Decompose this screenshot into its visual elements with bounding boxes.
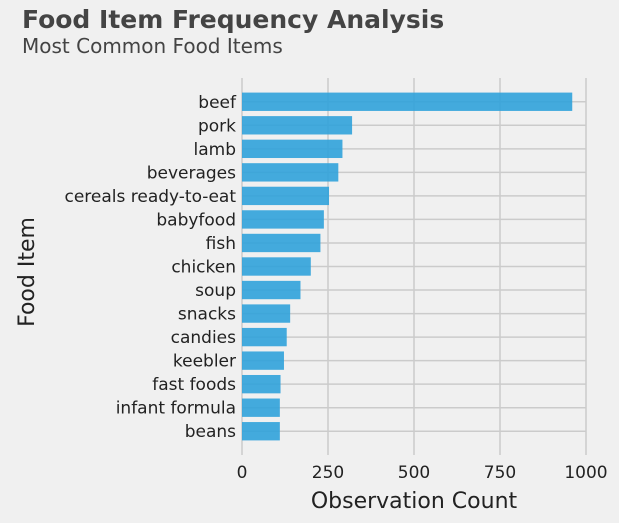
bar-fish: [242, 233, 321, 253]
bar-beef: [242, 92, 573, 111]
bar-fast-foods: [242, 374, 281, 394]
bar-beverages: [242, 163, 339, 182]
bar-soup: [242, 280, 301, 300]
x-tick-label: 250: [312, 463, 344, 483]
bar-keebler: [242, 351, 284, 370]
category-label: fish: [206, 234, 236, 254]
category-labels: beef pork lamb beverages cereals ready-to-ea…: [64, 93, 237, 442]
category-label: fast foods: [152, 375, 236, 395]
category-label: cereals ready-to-eat: [64, 187, 236, 207]
category-label: infant formula: [116, 399, 236, 419]
x-tick-label: 750: [484, 463, 516, 483]
category-label: beverages: [147, 163, 236, 183]
x-tick-label: 0: [237, 463, 248, 483]
x-tick-labels: 0 250 500 750 1000: [237, 463, 608, 483]
x-axis-label: Observation Count: [311, 489, 518, 514]
category-label: chicken: [171, 258, 236, 278]
x-tick-label: 500: [398, 463, 430, 483]
category-label: soup: [195, 281, 236, 301]
bar-babyfood: [242, 210, 324, 229]
bar-infant-formula: [242, 398, 280, 417]
bar-cereals-ready-to-eat: [242, 186, 330, 206]
bar-chicken: [242, 257, 311, 276]
category-label: beans: [185, 422, 236, 442]
chart-subtitle: Most Common Food Items: [22, 34, 283, 58]
y-axis-label: Food Item: [15, 217, 40, 327]
chart-title: Food Item Frequency Analysis: [22, 5, 445, 34]
bar-snacks: [242, 304, 291, 323]
category-label: pork: [198, 116, 236, 136]
bar-lamb: [242, 139, 343, 159]
bar-beans: [242, 422, 280, 441]
bar-candies: [242, 327, 287, 347]
x-tick-label: 1000: [564, 463, 607, 483]
category-label: lamb: [194, 140, 237, 160]
bars: [242, 92, 573, 441]
bar-pork: [242, 116, 353, 135]
category-label: babyfood: [156, 210, 236, 230]
category-label: candies: [171, 328, 237, 348]
category-label: snacks: [178, 305, 236, 325]
category-label: beef: [198, 93, 237, 113]
category-label: keebler: [173, 352, 236, 372]
